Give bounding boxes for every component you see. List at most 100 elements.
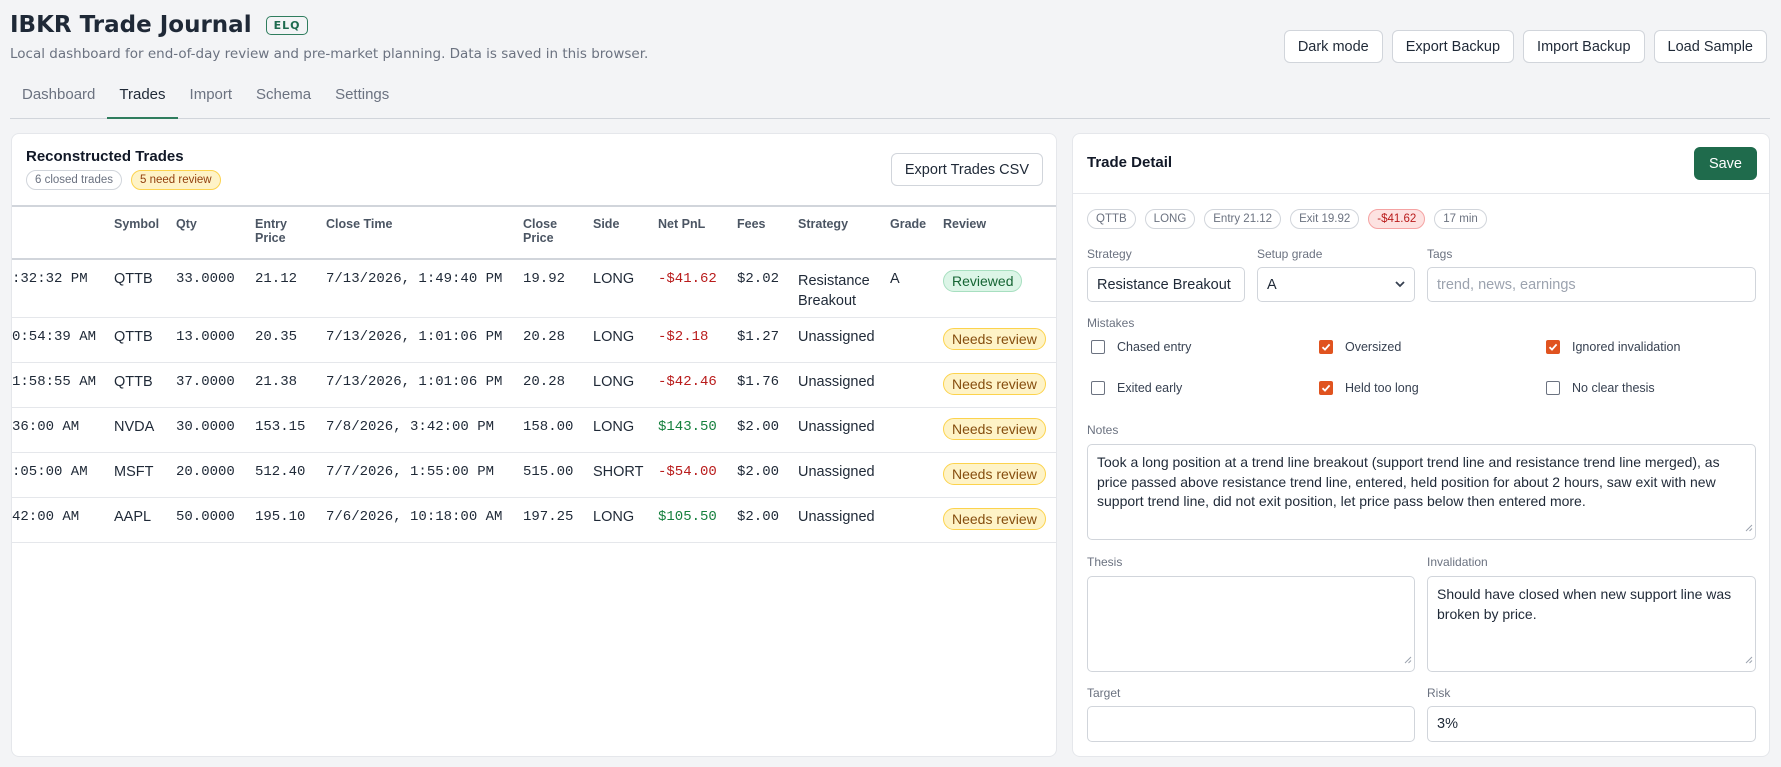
trade-summary-chips: QTTB LONG Entry 21.12 Exit 19.92 -$41.62… xyxy=(1087,209,1487,229)
tags-input[interactable]: trend, news, earnings xyxy=(1427,267,1756,302)
mistake-label: No clear thesis xyxy=(1572,381,1655,395)
checkbox[interactable] xyxy=(1091,340,1105,354)
fees-cell: $2.00 xyxy=(737,452,798,498)
thesis-textarea[interactable] xyxy=(1087,576,1415,672)
review-status-badge[interactable]: Needs review xyxy=(943,507,1046,530)
export-trades-csv-button[interactable]: Export Trades CSV xyxy=(890,153,1043,186)
review-status-badge[interactable]: Needs review xyxy=(943,372,1046,395)
tab-trades[interactable]: Trades xyxy=(107,82,178,119)
open-time-cell: 36:00 AM xyxy=(12,407,114,453)
side-cell: LONG xyxy=(593,407,658,453)
checkbox[interactable] xyxy=(1091,381,1105,395)
grade-cell xyxy=(890,362,943,408)
mistake-chased-entry[interactable]: Chased entry xyxy=(1091,340,1191,354)
mistake-label: Chased entry xyxy=(1117,340,1192,354)
checkmark-icon xyxy=(1321,384,1331,392)
review-status-badge[interactable]: Reviewed xyxy=(943,270,1023,292)
symbol-cell: NVDA xyxy=(114,407,176,453)
grade-cell xyxy=(890,452,943,498)
notes-text: Took a long position at a trend line bre… xyxy=(1097,454,1720,509)
tab-dashboard[interactable]: Dashboard xyxy=(22,86,96,103)
target-input[interactable] xyxy=(1087,706,1415,742)
column-header[interactable]: Net PnL xyxy=(658,205,737,260)
tab-import[interactable]: Import xyxy=(189,86,233,103)
need-review-badge: 5 need review xyxy=(131,170,221,190)
divider xyxy=(1073,193,1769,194)
column-header[interactable]: Fees xyxy=(737,205,798,260)
grade-cell xyxy=(890,317,943,363)
mistakes-label: Mistakes xyxy=(1087,316,1135,330)
mistake-exited-early[interactable]: Exited early xyxy=(1091,381,1182,395)
mistake-held-too-long[interactable]: Held too long xyxy=(1319,381,1419,395)
setup-grade-select[interactable]: A xyxy=(1257,267,1415,302)
column-header[interactable]: Entry Price xyxy=(255,205,326,260)
tab-schema[interactable]: Schema xyxy=(256,86,312,103)
tab-settings[interactable]: Settings xyxy=(335,86,390,103)
trades-table-scroll[interactable]: Symbol Qty Entry Price Close Time Close … xyxy=(12,205,1056,543)
net-pnl-cell: $105.50 xyxy=(658,497,737,543)
notes-textarea[interactable]: Took a long position at a trend line bre… xyxy=(1087,444,1756,540)
load-sample-button[interactable]: Load Sample xyxy=(1653,30,1767,63)
qty-cell: 20.0000 xyxy=(176,452,255,498)
checkbox-checked[interactable] xyxy=(1546,340,1560,354)
exit-chip: Exit 19.92 xyxy=(1290,209,1360,229)
mistake-label: Held too long xyxy=(1345,381,1419,395)
review-status-badge[interactable]: Needs review xyxy=(943,417,1046,440)
resize-grip-icon[interactable] xyxy=(1745,650,1753,670)
trades-panel: Reconstructed Trades 6 closed trades 5 n… xyxy=(11,133,1057,757)
checkbox-checked[interactable] xyxy=(1319,340,1333,354)
symbol-cell: AAPL xyxy=(114,497,176,543)
entry-price-cell: 21.38 xyxy=(255,362,326,408)
resize-grip-icon[interactable] xyxy=(1745,518,1753,538)
review-status-badge[interactable]: Needs review xyxy=(943,327,1046,350)
table-row[interactable]: :05:00 AM MSFT 20.0000 512.40 7/7/2026, … xyxy=(12,452,1056,498)
grade-cell xyxy=(890,407,943,453)
column-header[interactable]: Side xyxy=(593,205,658,260)
close-price-cell: 20.28 xyxy=(523,362,593,408)
checkbox-checked[interactable] xyxy=(1319,381,1333,395)
fees-cell: $1.27 xyxy=(737,317,798,363)
review-status-badge[interactable]: Needs review xyxy=(943,462,1046,485)
notes-label: Notes xyxy=(1087,423,1119,437)
import-backup-button[interactable]: Import Backup xyxy=(1523,30,1645,63)
net-pnl-cell: -$2.18 xyxy=(658,317,737,363)
column-header[interactable]: Qty xyxy=(176,205,255,260)
strategy-cell: Unassigned xyxy=(798,497,890,543)
export-backup-button[interactable]: Export Backup xyxy=(1391,30,1515,63)
close-price-cell: 515.00 xyxy=(523,452,593,498)
checkmark-icon xyxy=(1548,343,1558,351)
table-row[interactable]: 1:58:55 AM QTTB 37.0000 21.38 7/13/2026,… xyxy=(12,362,1056,408)
invalidation-textarea[interactable]: Should have closed when new support line… xyxy=(1427,576,1756,672)
net-pnl-cell: $143.50 xyxy=(658,407,737,453)
mistake-ignored-invalidation[interactable]: Ignored invalidation xyxy=(1546,340,1680,354)
symbol-cell: QTTB xyxy=(114,317,176,363)
table-row[interactable]: 36:00 AM NVDA 30.0000 153.15 7/8/2026, 3… xyxy=(12,407,1056,453)
qty-cell: 50.0000 xyxy=(176,497,255,543)
qty-cell: 13.0000 xyxy=(176,317,255,363)
trade-detail-panel: Trade Detail Save QTTB LONG Entry 21.12 … xyxy=(1072,133,1770,757)
risk-label: Risk xyxy=(1427,686,1451,700)
table-row[interactable]: :32:32 PM QTTB 33.0000 21.12 7/13/2026, … xyxy=(12,259,1056,318)
open-time-cell: 0:54:39 AM xyxy=(12,317,114,363)
dark-mode-button[interactable]: Dark mode xyxy=(1283,30,1383,63)
table-row[interactable]: 42:00 AM AAPL 50.0000 195.10 7/6/2026, 1… xyxy=(12,497,1056,543)
mistake-no-clear-thesis[interactable]: No clear thesis xyxy=(1546,381,1655,395)
checkbox[interactable] xyxy=(1546,381,1560,395)
strategy-input[interactable]: Resistance Breakout xyxy=(1087,267,1245,302)
column-header[interactable]: Close Time xyxy=(326,205,523,260)
save-button[interactable]: Save xyxy=(1693,147,1757,180)
risk-input[interactable]: 3% xyxy=(1427,706,1756,742)
setup-grade-label: Setup grade xyxy=(1257,247,1323,261)
close-price-cell: 19.92 xyxy=(523,259,593,318)
entry-price-cell: 21.12 xyxy=(255,259,326,318)
resize-grip-icon[interactable] xyxy=(1404,650,1412,670)
mistake-oversized[interactable]: Oversized xyxy=(1319,340,1401,354)
column-header[interactable]: Symbol xyxy=(114,205,176,260)
column-header[interactable]: Close Price xyxy=(523,205,593,260)
column-header[interactable]: Grade xyxy=(890,205,943,260)
column-header[interactable]: Strategy xyxy=(798,205,890,260)
column-header[interactable]: Review xyxy=(943,205,1056,260)
column-header-open-time xyxy=(12,205,114,260)
table-row[interactable]: 0:54:39 AM QTTB 13.0000 20.35 7/13/2026,… xyxy=(12,317,1056,363)
review-cell: Needs review xyxy=(943,317,1056,363)
